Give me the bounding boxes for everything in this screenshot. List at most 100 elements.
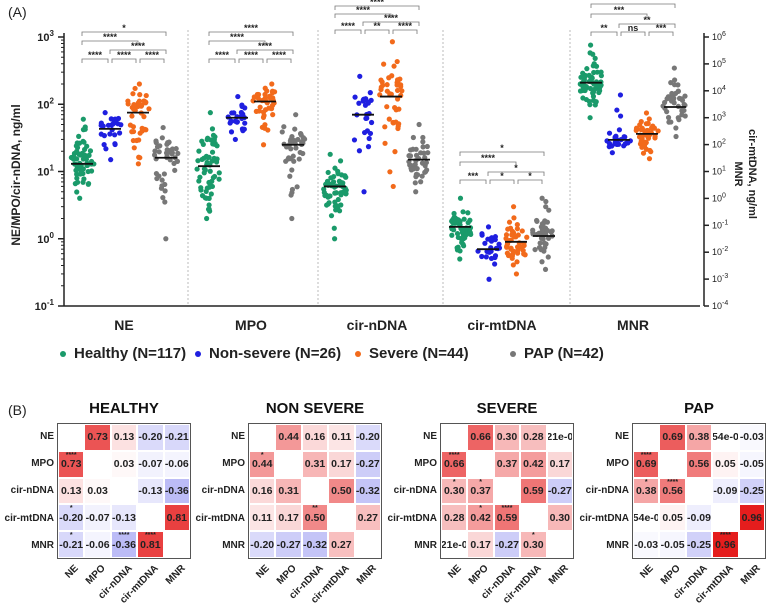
data-point (543, 204, 549, 210)
data-point (331, 225, 337, 231)
correlation-value: 0.42 (470, 511, 491, 524)
heatmap-cell: 0.11 (249, 504, 276, 532)
data-point (616, 127, 623, 133)
data-point (328, 175, 334, 181)
correlation-value: 0.50 (331, 484, 352, 497)
data-point (169, 150, 175, 156)
data-point (673, 133, 679, 140)
legend-item: Severe (N=44) (355, 345, 469, 362)
data-point (153, 138, 159, 144)
heatmap-title: HEALTHY (89, 400, 159, 417)
significance-bracket (459, 161, 517, 166)
data-point (496, 241, 502, 247)
data-point (362, 102, 369, 108)
data-point (669, 95, 675, 101)
significance-stars: * (260, 451, 264, 459)
data-point (648, 149, 654, 155)
heatmap-row-label: NE (423, 431, 437, 442)
heatmap-cell: 0.05 (659, 504, 686, 532)
data-point (103, 146, 109, 152)
data-point (157, 143, 163, 149)
correlation-value: 0.59 (523, 484, 544, 497)
data-point (98, 120, 104, 126)
heatmap-cell: 0.42 (520, 450, 547, 478)
significance-label: **** (230, 32, 245, 42)
data-point (332, 199, 338, 205)
data-point (108, 157, 114, 163)
data-point (84, 143, 90, 149)
data-point (77, 195, 83, 201)
data-point (510, 204, 517, 210)
correlation-value: -0.09 (687, 511, 711, 524)
correlation-value: -0.20 (59, 511, 84, 524)
data-point (399, 88, 405, 94)
data-point (412, 180, 418, 186)
data-point (288, 192, 294, 198)
data-point (546, 207, 552, 213)
heatmap-row-label: MPO (606, 458, 629, 470)
heatmap-row-label: cir-mtDNA (4, 512, 54, 524)
data-point (508, 245, 514, 251)
data-point (292, 126, 298, 132)
data-point (164, 141, 170, 147)
heatmap-cell (493, 477, 521, 505)
data-point (413, 174, 419, 180)
data-point (300, 135, 307, 141)
correlation-value: 0.56 (662, 484, 683, 497)
data-point (622, 141, 628, 147)
significance-label: *** (656, 23, 667, 33)
data-point (289, 215, 295, 222)
y-tick-label: 102 (37, 96, 54, 111)
heatmap-cell: 54e-0 (633, 504, 660, 532)
correlation-value: -0.32 (355, 484, 380, 497)
data-point (384, 82, 390, 88)
heatmap-row-label: MNR (222, 539, 245, 551)
data-point (650, 123, 656, 129)
data-point (195, 158, 201, 164)
data-point (199, 138, 205, 144)
heatmap-title: NON SEVERE (265, 400, 365, 417)
data-point (479, 232, 485, 238)
data-point (265, 127, 271, 133)
data-point (681, 107, 687, 114)
correlation-value: 21e-0 (546, 431, 573, 444)
correlation-value: 0.96 (741, 511, 762, 524)
data-point (665, 114, 672, 121)
heatmap-cell: 54e-0 (712, 424, 739, 451)
significance-stars: **** (65, 451, 77, 459)
correlation-value: 21e-0 (441, 538, 468, 551)
data-point (205, 206, 212, 212)
correlation-value: 0.05 (715, 458, 736, 471)
data-point (413, 152, 420, 158)
data-point (154, 175, 160, 182)
data-point (327, 193, 333, 199)
significance-stars: * (532, 532, 535, 540)
data-point (486, 249, 492, 255)
data-point (505, 252, 512, 259)
significance-label: **** (272, 50, 287, 60)
data-point (419, 173, 425, 179)
data-point (518, 244, 524, 250)
data-point (646, 116, 652, 122)
data-point (513, 271, 520, 277)
data-point (241, 126, 247, 132)
significance-stars: * (69, 532, 73, 540)
significance-bracket (334, 29, 362, 34)
data-point (229, 110, 235, 116)
significance-stars: **** (719, 532, 731, 540)
correlation-value: 0.37 (470, 484, 491, 497)
data-point (256, 108, 262, 114)
legend-marker-icon (510, 351, 516, 358)
significance-label: *** (614, 5, 625, 15)
data-point (541, 225, 547, 231)
correlation-value: 0.44 (278, 431, 299, 444)
heatmap-cell: 0.17 (275, 504, 302, 532)
heatmap-cell: -0.32 (354, 477, 381, 505)
data-point (617, 92, 624, 98)
heatmap-cell: 0.31 (275, 477, 302, 505)
data-point (127, 122, 134, 128)
category-label-MNR: MNR (617, 317, 649, 333)
correlation-value: 0.30 (523, 538, 544, 551)
data-point (159, 135, 165, 141)
correlation-value: 0.59 (496, 511, 518, 524)
